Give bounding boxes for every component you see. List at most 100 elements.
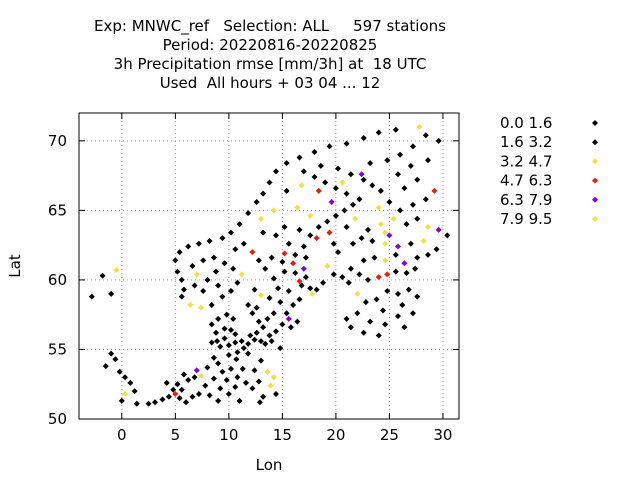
station-point [296,154,303,161]
station-point [193,367,200,374]
station-point [302,254,309,261]
station-point [249,385,256,392]
chart-title-line-3: 3h Precipitation rmse [mm/3h] at 18 UTC [113,55,427,73]
station-point [215,315,222,322]
station-point [204,276,211,283]
station-point [373,296,380,303]
station-point [210,354,217,361]
station-point [108,290,115,297]
station-point [375,204,382,211]
station-point [206,392,213,399]
station-point [320,279,327,286]
y-axis-label: Lat [6,254,24,278]
station-point [208,321,215,328]
station-point [424,157,431,164]
station-point [163,379,170,386]
station-point [225,390,232,397]
station-point [307,285,314,292]
legend-label: 7.9 9.5 [500,210,552,228]
station-point [178,293,185,300]
station-point [365,276,372,283]
station-point [424,224,431,231]
plot-frame [78,112,460,420]
station-point [414,293,421,300]
chart-title-line-2: Period: 20220816-20220825 [162,36,378,54]
legend-marker [592,158,598,165]
station-point [324,263,331,269]
station-point [200,257,207,264]
x-axis-label: Lon [256,456,283,474]
station-point [322,179,329,186]
station-point [208,339,215,346]
station-point [234,374,241,381]
station-point [228,288,234,295]
station-point [315,187,322,194]
station-point [279,321,286,328]
station-point [270,275,277,282]
station-point [245,340,252,347]
station-point [210,375,217,382]
station-point [251,367,258,374]
station-point [185,377,192,384]
station-point [257,338,264,345]
station-point [266,294,273,301]
station-point [180,286,187,293]
station-point [228,326,234,333]
station-point [102,363,109,370]
station-point [174,381,181,388]
station-point [240,345,247,352]
station-point [238,338,245,345]
station-point [268,338,275,345]
station-point [122,374,129,381]
station-point [234,349,241,356]
station-point [219,235,226,242]
station-point [180,371,187,378]
station-point [127,379,134,386]
station-point [394,243,401,250]
station-point [232,246,239,253]
station-point [206,237,213,244]
station-point [317,162,324,169]
station-point [292,269,299,276]
station-point [210,254,217,261]
station-point [382,257,389,264]
station-point [384,271,391,278]
station-point [251,286,258,293]
station-point [332,212,339,219]
station-point [176,249,183,256]
station-point [407,240,414,247]
station-point [343,190,350,197]
station-point [311,148,318,155]
station-point [369,237,376,244]
station-point [255,318,262,325]
station-point [262,340,269,347]
station-point [356,271,363,278]
station-point [409,143,416,150]
station-point [386,199,393,206]
station-point [358,171,365,178]
legend-label: 4.7 6.3 [500,172,552,190]
station-point [283,310,290,317]
station-point [245,301,252,308]
station-point [332,185,339,192]
station-point [178,386,185,393]
station-point [362,299,369,306]
station-point [382,240,389,247]
station-point [290,301,297,308]
station-point [403,269,410,276]
station-point [298,182,305,189]
station-point [213,268,220,275]
station-point [347,171,354,178]
data-points [88,123,451,407]
station-point [245,350,252,357]
station-point [236,221,243,228]
station-point [198,372,205,379]
station-point [384,288,391,295]
station-point [270,374,277,381]
legend-marker [592,196,598,203]
station-point [311,173,318,180]
station-point [277,299,284,306]
station-point [341,207,348,214]
chart-title-line-1: Exp: MNWC_ref Selection: ALL 597 station… [94,17,446,35]
station-point [172,390,179,397]
